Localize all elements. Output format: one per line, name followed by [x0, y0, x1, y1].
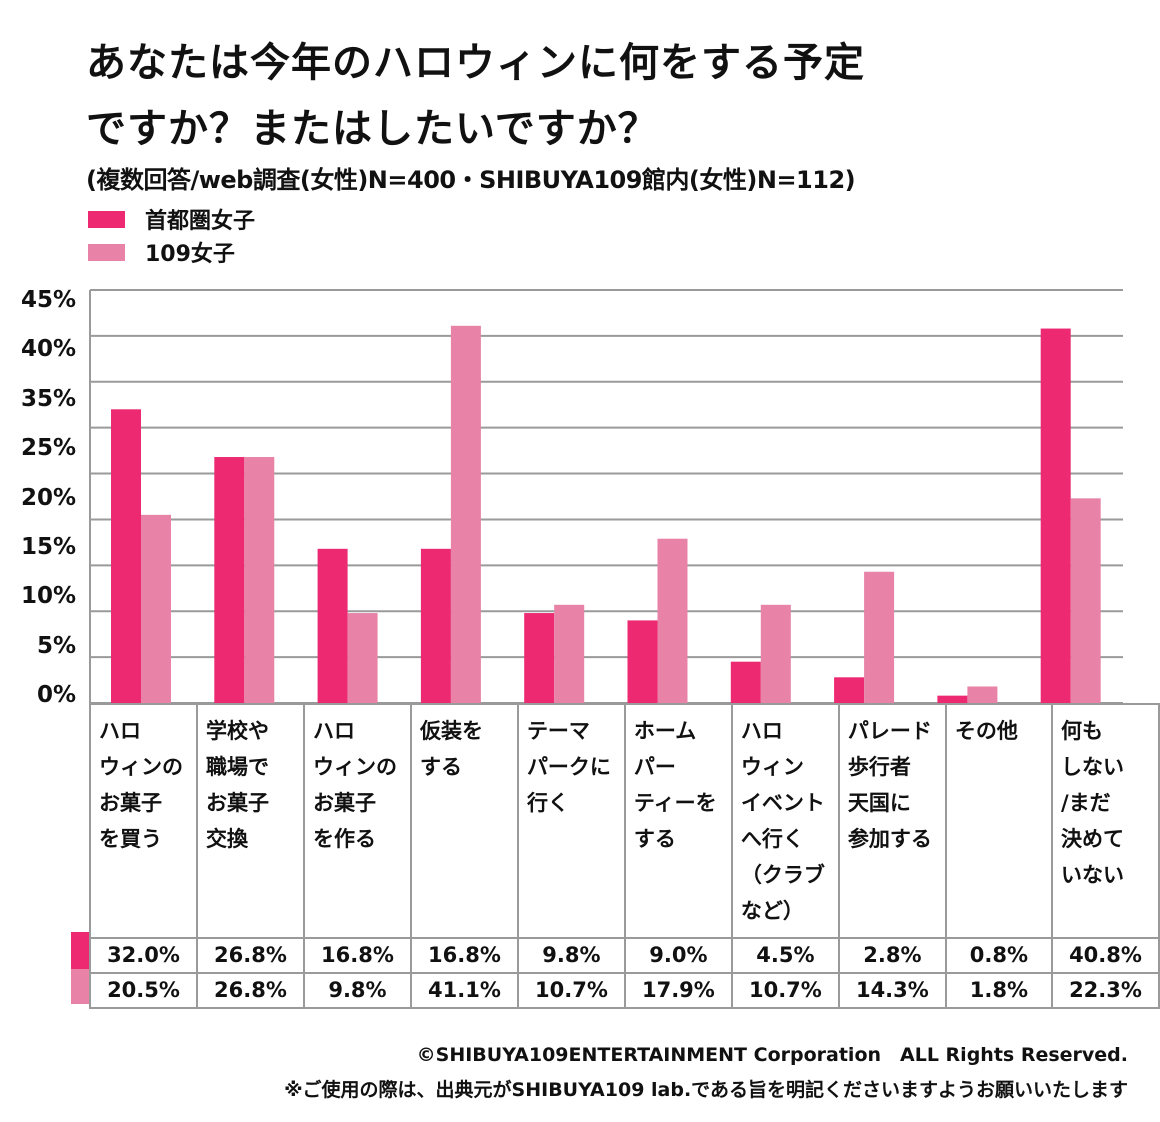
category-label: テーマ パークに 行く	[516, 703, 626, 939]
category-label: ハロ ウィンの お菓子 を作る	[302, 703, 412, 939]
category-label-row: ハロ ウィンの お菓子 を買う 学校や 職場で お菓子 交換 ハロ ウィンの お菓子 を作る 仮装を する…	[89, 703, 1160, 939]
category-label: 何も しない/まだ 決めて いない	[1050, 703, 1160, 939]
value-label-series-2: 22.3%	[1050, 972, 1160, 1009]
value-label-series-1: 40.8%	[1050, 937, 1160, 974]
category-label: ホーム パー ティーを する	[623, 703, 733, 939]
bar-series-1	[730, 661, 761, 703]
bar-series-2	[657, 538, 688, 703]
category-label: 仮装を する	[409, 703, 519, 939]
category-label: パレード 歩行者 天国に 参加する	[837, 703, 947, 939]
series-2-row-swatch	[71, 969, 89, 1004]
chart-subtitle: (複数回答/web調査(女性)N=400・SHIBUYA109館内(女性)N=1…	[86, 166, 856, 194]
legend-swatch-series-1	[88, 210, 125, 228]
bar-series-2	[347, 613, 378, 703]
value-label-series-2: 9.8%	[302, 972, 412, 1009]
y-tick-label: 5%	[36, 632, 76, 659]
value-label-series-1: 32.0%	[89, 937, 198, 974]
value-label-series-1: 0.8%	[944, 937, 1053, 974]
bar-series-2	[554, 604, 585, 703]
bar-series-2	[1070, 498, 1101, 703]
value-label-series-2: 1.8%	[944, 972, 1053, 1009]
bar-series-1	[317, 548, 348, 703]
value-label-series-1: 2.8%	[837, 937, 947, 974]
y-tick-label: 45%	[20, 287, 76, 313]
bar-series-1	[524, 613, 555, 703]
y-tick-label: 0%	[36, 682, 76, 708]
category-label: その他	[944, 703, 1053, 939]
bar-series-1	[420, 548, 451, 703]
value-label-series-2: 41.1%	[409, 972, 519, 1009]
legend-item-series-2: 109女子	[88, 240, 235, 267]
series-2-value-row: 20.5% 26.8% 9.8% 41.1% 10.7% 17.9% 10.7% 14.3% 1…	[89, 972, 1160, 1009]
value-label-series-1: 4.5%	[730, 937, 840, 974]
bar-series-2	[864, 571, 895, 703]
bar-series-2	[244, 457, 275, 703]
bar-series-2	[141, 514, 171, 703]
y-tick-label: 10%	[20, 583, 76, 610]
category-label: 学校や 職場で お菓子 交換	[195, 703, 305, 939]
bar-chart-plot	[89, 289, 1123, 704]
chart-title-line-1: あなたは今年のハロウィンに何をする予定	[86, 40, 865, 86]
legend-item-series-1: 首都圏女子	[88, 207, 255, 234]
value-label-series-2: 14.3%	[837, 972, 947, 1009]
series-1-value-row: 32.0% 26.8% 16.8% 16.8% 9.8% 9.0% 4.5% 2.8% 0.8%…	[89, 937, 1160, 974]
category-label: ハロ ウィンの お菓子 を買う	[89, 703, 198, 939]
y-tick-label: 25%	[20, 435, 76, 462]
y-tick-label: 40%	[20, 336, 76, 363]
value-label-series-2: 10.7%	[516, 972, 626, 1009]
usage-notice: ※ご使用の際は、出典元がSHIBUYA109 lab.である旨を明記くださいます…	[284, 1079, 1128, 1101]
bar-series-2	[967, 686, 998, 703]
value-label-series-2: 26.8%	[195, 972, 305, 1009]
copyright-notice: ©SHIBUYA109ENTERTAINMENT Corporation ALL…	[416, 1044, 1128, 1066]
legend-label-series-2: 109女子	[145, 242, 235, 267]
bar-series-2	[760, 604, 791, 703]
series-1-row-swatch	[71, 932, 89, 969]
bar-series-1	[834, 677, 865, 703]
category-label: ハロ ウィン イベント へ行く （クラブ など）	[730, 703, 840, 939]
bar-series-1	[1040, 328, 1071, 703]
value-label-series-1: 26.8%	[195, 937, 305, 974]
value-label-series-1: 16.8%	[302, 937, 412, 974]
bar-series-2	[450, 325, 481, 703]
y-tick-label: 35%	[20, 385, 76, 412]
bar-series-1	[627, 620, 658, 703]
bar-series-1	[111, 409, 141, 703]
legend-label-series-1: 首都圏女子	[145, 209, 256, 234]
bar-series-1	[214, 457, 245, 703]
y-tick-label: 20%	[20, 484, 76, 511]
value-label-series-2: 17.9%	[623, 972, 733, 1009]
value-label-series-1: 9.0%	[623, 937, 733, 974]
bar-series-1	[937, 695, 968, 703]
legend-swatch-series-2	[88, 243, 125, 261]
y-tick-label: 15%	[20, 533, 76, 560]
value-label-series-2: 20.5%	[89, 972, 198, 1009]
value-label-series-1: 16.8%	[409, 937, 519, 974]
category-data-table: ハロ ウィンの お菓子 を買う 学校や 職場で お菓子 交換 ハロ ウィンの お菓子 を作る 仮装を する…	[89, 703, 1160, 1009]
value-label-series-2: 10.7%	[730, 972, 840, 1009]
value-label-series-1: 9.8%	[516, 937, 626, 974]
chart-title-line-2: ですか？またはしたいですか？	[86, 106, 659, 152]
